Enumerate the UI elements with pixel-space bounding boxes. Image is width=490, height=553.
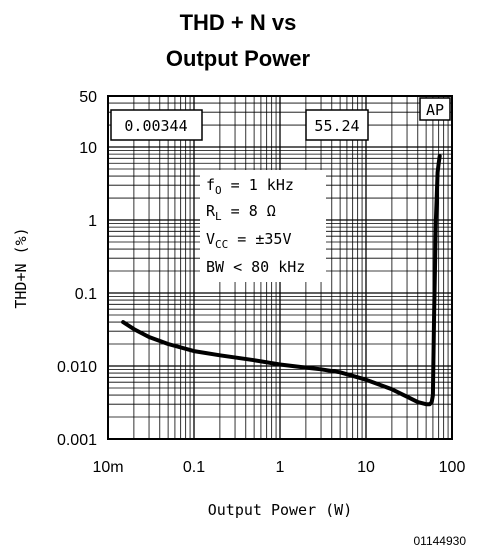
reading-box-mid: 55.24 [305, 109, 369, 141]
x-axis-label: Output Power (W) [208, 501, 353, 519]
y-tick-label: 0.1 [75, 286, 97, 303]
x-tick-label: 0.1 [183, 459, 205, 476]
condition-load: RL = 8 Ω [206, 202, 276, 223]
x-tick-label: 1 [276, 459, 285, 476]
x-tick-label: 10m [92, 459, 123, 476]
plot-frame [107, 95, 453, 440]
reading-mid-text: 55.24 [314, 117, 359, 135]
series-line [121, 154, 442, 407]
condition-freq: fO = 1 kHz [206, 176, 294, 197]
chart-title-line-1: THD + N vs [180, 10, 297, 35]
chart-title-line-2: Output Power [166, 46, 311, 71]
figure-id: 01144930 [414, 534, 467, 548]
reading-right-text: AP [426, 101, 444, 119]
tick-labels: 10m 0.1 1 10 100 50 10 1 0.1 0.010 0.001 [57, 89, 465, 476]
y-tick-label: 10 [79, 140, 97, 157]
y-tick-label: 1 [88, 213, 97, 230]
reading-box-left: 0.00344 [110, 109, 203, 141]
conditions-box: fO = 1 kHz RL = 8 Ω VCC = ±35V BW < 80 k… [200, 170, 326, 282]
y-tick-label: 0.010 [57, 359, 97, 376]
reading-left-text: 0.00344 [124, 117, 187, 135]
x-tick-label: 10 [357, 459, 375, 476]
y-tick-label: 50 [79, 89, 97, 106]
condition-bandwidth: BW < 80 kHz [206, 258, 305, 276]
y-tick-label: 0.001 [57, 432, 97, 449]
y-axis-label: THD+N (%) [12, 227, 30, 308]
condition-supply: VCC = ±35V [206, 230, 292, 251]
reading-box-right: AP [419, 97, 451, 121]
x-tick-label: 100 [439, 459, 466, 476]
